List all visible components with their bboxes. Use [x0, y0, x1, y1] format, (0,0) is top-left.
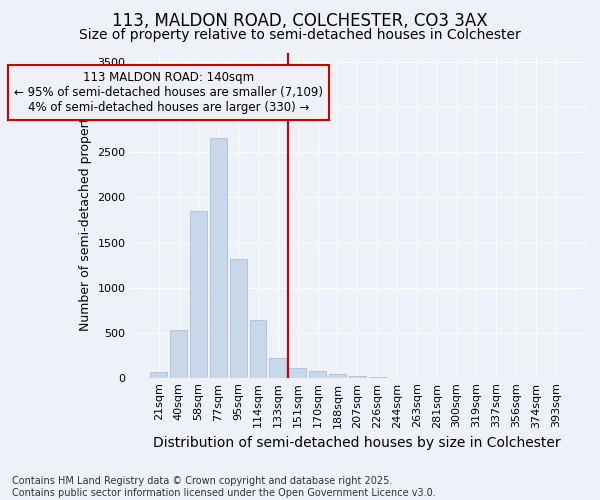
- Bar: [309, 371, 326, 378]
- Bar: [210, 138, 227, 378]
- Bar: [289, 368, 306, 378]
- Bar: [190, 211, 207, 378]
- Bar: [230, 259, 247, 378]
- Y-axis label: Number of semi-detached properties: Number of semi-detached properties: [79, 100, 92, 331]
- Text: Contains HM Land Registry data © Crown copyright and database right 2025.
Contai: Contains HM Land Registry data © Crown c…: [12, 476, 436, 498]
- Bar: [369, 377, 386, 378]
- X-axis label: Distribution of semi-detached houses by size in Colchester: Distribution of semi-detached houses by …: [154, 436, 561, 450]
- Bar: [349, 376, 366, 378]
- Text: Size of property relative to semi-detached houses in Colchester: Size of property relative to semi-detach…: [79, 28, 521, 42]
- Text: 113, MALDON ROAD, COLCHESTER, CO3 3AX: 113, MALDON ROAD, COLCHESTER, CO3 3AX: [112, 12, 488, 30]
- Bar: [269, 358, 286, 378]
- Bar: [170, 330, 187, 378]
- Bar: [250, 320, 266, 378]
- Bar: [151, 372, 167, 378]
- Bar: [329, 374, 346, 378]
- Text: 113 MALDON ROAD: 140sqm
← 95% of semi-detached houses are smaller (7,109)
4% of : 113 MALDON ROAD: 140sqm ← 95% of semi-de…: [14, 70, 323, 114]
